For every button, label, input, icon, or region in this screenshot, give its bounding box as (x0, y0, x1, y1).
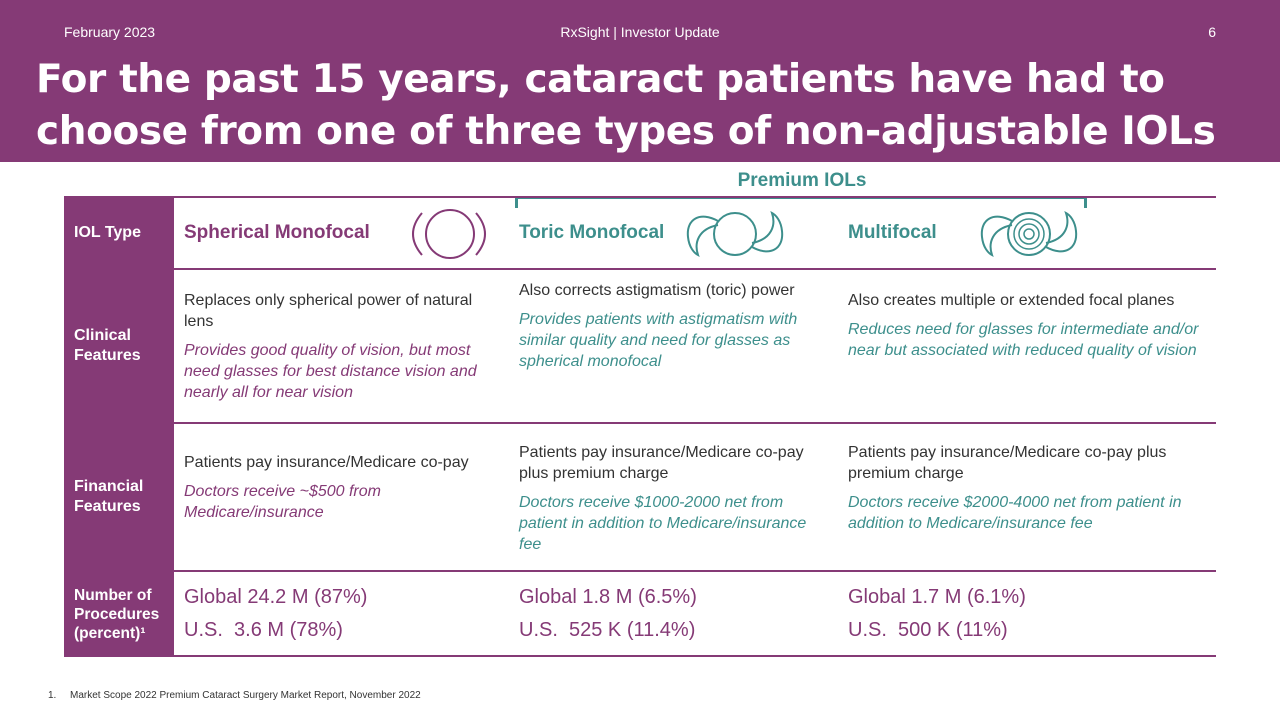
clinical-main-toric: Also corrects astigmatism (toric) power (519, 282, 795, 299)
table-rule (64, 268, 1216, 270)
procedures-global-multifocal: Global 1.7 M (6.1%) (848, 586, 1026, 608)
clinical-note-multifocal: Reduces need for glasses for intermediat… (848, 321, 1199, 359)
financial-main-spherical: Patients pay insurance/Medicare co-pay (184, 454, 469, 471)
clinical-note-spherical: Provides good quality of vision, but mos… (184, 342, 477, 401)
column-header-toric: Toric Monofocal (519, 222, 665, 243)
table-bottom-rule (64, 655, 1216, 657)
procedures-cell-spherical: Global 24.2 M (87%) U.S. 3.6 M (78%) (184, 581, 367, 647)
financial-cell-spherical: Patients pay insurance/Medicare co-pay D… (184, 452, 484, 523)
financial-note-multifocal: Doctors receive $2000-4000 net from pati… (848, 494, 1182, 532)
financial-note-spherical: Doctors receive ~$500 from Medicare/insu… (184, 483, 381, 521)
financial-cell-multifocal: Patients pay insurance/Medicare co-pay p… (848, 442, 1210, 534)
row-header-iol-type: IOL Type (64, 197, 174, 268)
financial-main-multifocal: Patients pay insurance/Medicare co-pay p… (848, 444, 1167, 482)
row-header-clinical: Clinical Features (64, 270, 174, 422)
row-header-financial: Financial Features (64, 424, 174, 570)
table-top-rule (64, 196, 1216, 198)
footnote-text: Market Scope 2022 Premium Cataract Surge… (70, 690, 421, 701)
financial-note-toric: Doctors receive $1000-2000 net from pati… (519, 494, 807, 553)
report-name: RxSight | Investor Update (560, 24, 720, 40)
header-bar: February 2023 RxSight | Investor Update … (0, 0, 1280, 162)
clinical-main-spherical: Replaces only spherical power of natural… (184, 292, 473, 330)
row-header-procedures: Number of Procedures (percent)¹ (64, 572, 174, 656)
procedures-us-toric: U.S. 525 K (11.4%) (519, 619, 696, 641)
multifocal-lens-icon (980, 211, 1078, 257)
clinical-main-multifocal: Also creates multiple or extended focal … (848, 292, 1175, 309)
procedures-us-spherical: U.S. 3.6 M (78%) (184, 619, 343, 641)
clinical-note-toric: Provides patients with astigmatism with … (519, 311, 798, 370)
column-header-spherical: Spherical Monofocal (184, 222, 370, 243)
table-rule (64, 570, 1216, 572)
report-date: February 2023 (64, 24, 156, 40)
financial-main-toric: Patients pay insurance/Medicare co-pay p… (519, 444, 804, 482)
clinical-cell-spherical: Replaces only spherical power of natural… (184, 290, 504, 403)
toric-lens-icon (686, 211, 784, 257)
clinical-cell-toric: Also corrects astigmatism (toric) power … (519, 280, 819, 372)
procedures-us-multifocal: U.S. 500 K (11%) (848, 619, 1008, 641)
footnote-number: 1. (48, 690, 57, 701)
procedures-cell-multifocal: Global 1.7 M (6.1%) U.S. 500 K (11%) (848, 581, 1026, 647)
premium-iols-label: Premium IOLs (737, 170, 867, 191)
clinical-cell-multifocal: Also creates multiple or extended focal … (848, 290, 1210, 361)
column-header-multifocal: Multifocal (848, 222, 937, 243)
footnote: 1. Market Scope 2022 Premium Cataract Sur… (48, 690, 421, 701)
page-number: 6 (1208, 24, 1216, 40)
procedures-cell-toric: Global 1.8 M (6.5%) U.S. 525 K (11.4%) (519, 581, 697, 647)
spherical-lens-icon (412, 209, 486, 259)
table-rule (64, 422, 1216, 424)
slide-title: For the past 15 years, cataract patients… (36, 57, 1216, 154)
financial-cell-toric: Patients pay insurance/Medicare co-pay p… (519, 442, 819, 555)
procedures-global-spherical: Global 24.2 M (87%) (184, 586, 368, 608)
procedures-global-toric: Global 1.8 M (6.5%) (519, 586, 697, 608)
